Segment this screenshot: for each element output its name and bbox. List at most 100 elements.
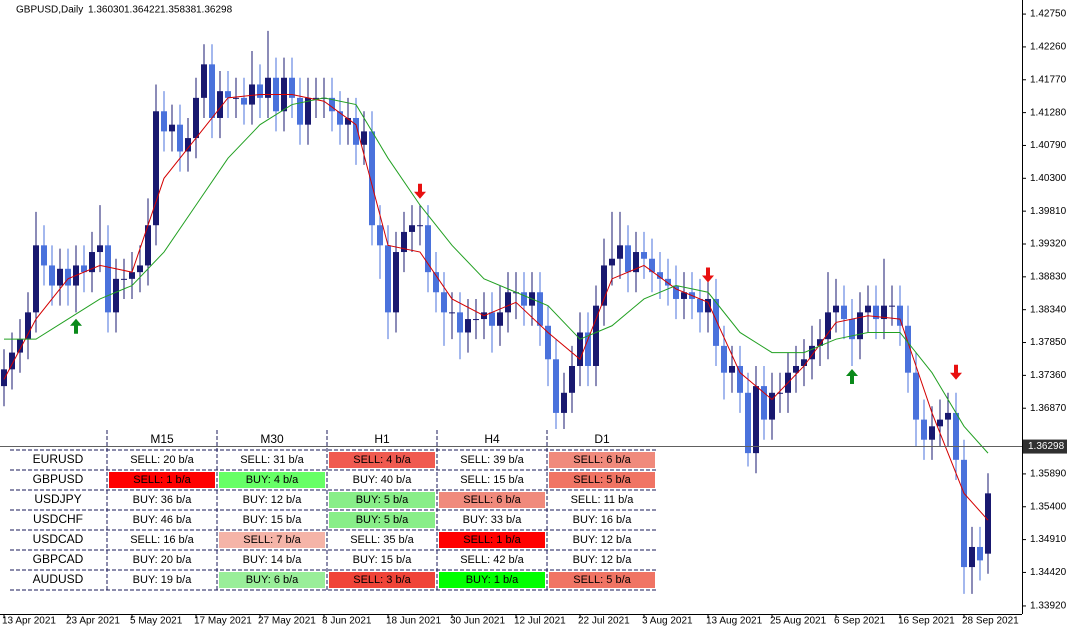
signal-text: SELL: 4 b/a <box>353 454 411 466</box>
candle-body <box>897 305 903 326</box>
candle-body <box>345 117 351 125</box>
candle-body <box>297 97 303 125</box>
signal-cell <box>109 492 215 508</box>
candle-body <box>49 265 55 286</box>
x-tick-label: 23 Apr 2021 <box>66 616 120 627</box>
candle-body <box>425 225 431 273</box>
y-tick-label: 1.35400 <box>1030 501 1067 512</box>
candle-body <box>977 546 983 561</box>
candle-body <box>729 365 735 373</box>
signal-table: M15 M30 H1 H4 D1 EURUSD SELL: 20 b/a SELL: 31 b… <box>0 429 660 592</box>
candle-body <box>217 91 223 118</box>
candle-body <box>737 365 743 393</box>
candle-body <box>209 64 215 118</box>
signal-text: BUY: 15 b/a <box>243 514 303 526</box>
candle-body <box>505 292 511 313</box>
candle-body <box>57 268 63 286</box>
candle-body <box>721 345 727 373</box>
signal-text: SELL: 39 b/a <box>460 454 524 466</box>
signal-cell <box>329 512 435 528</box>
row-symbol: GBPCAD <box>33 552 84 566</box>
candle-body <box>985 493 991 554</box>
candle-body <box>97 245 103 253</box>
candle-body <box>113 278 119 313</box>
signal-cell <box>549 512 655 528</box>
y-tick-label: 1.42750 <box>1030 9 1067 20</box>
ohlc-open: 1.36030 <box>88 5 125 16</box>
candle-body <box>657 272 663 279</box>
signal-text: BUY: 1 b/a <box>466 574 519 586</box>
candle-body <box>9 352 15 370</box>
candle-body <box>377 225 383 246</box>
y-tick-label: 1.40300 <box>1030 173 1067 184</box>
signal-text: SELL: 11 b/a <box>571 494 635 506</box>
candle-body <box>417 225 423 227</box>
candle-body <box>745 392 751 454</box>
candle-body <box>233 97 239 99</box>
symbol-label: GBPUSD,Daily <box>16 5 83 16</box>
x-tick-label: 13 Apr 2021 <box>2 616 56 627</box>
signal-text: BUY: 36 b/a <box>133 494 193 506</box>
candle-body <box>449 312 455 314</box>
candle-body <box>385 245 391 313</box>
candle-body <box>809 345 815 360</box>
y-tick-label: 1.40790 <box>1030 140 1067 151</box>
candle-body <box>401 231 407 253</box>
signal-arrow <box>950 364 962 380</box>
signal-cell <box>329 532 435 548</box>
candle-body <box>865 305 871 313</box>
candle-body <box>521 292 527 306</box>
candle-body <box>1 369 7 387</box>
signal-text: BUY: 40 b/a <box>353 474 413 486</box>
signal-cell <box>219 532 325 548</box>
signal-text: BUY: 46 b/a <box>133 514 193 526</box>
candle-body <box>393 252 399 313</box>
candle-body <box>953 412 959 460</box>
candle-body <box>129 272 135 279</box>
candle-body <box>257 84 263 98</box>
x-tick-label: 12 Jul 2021 <box>514 616 566 627</box>
candle-body <box>473 319 479 321</box>
signal-cell <box>439 452 545 468</box>
ohlc-close: 1.36298 <box>196 5 233 16</box>
candle-body <box>497 312 503 326</box>
signal-text: SELL: 6 b/a <box>463 494 521 506</box>
y-tick-label: 1.42260 <box>1030 42 1067 53</box>
candle-body <box>601 265 607 306</box>
candle-body <box>881 305 887 320</box>
x-tick-label: 13 Aug 2021 <box>706 616 763 627</box>
x-tick-label: 17 May 2021 <box>194 616 252 627</box>
column-header: H1 <box>374 432 390 446</box>
candle-body <box>697 298 703 313</box>
candle-body <box>561 392 567 413</box>
signal-text: BUY: 15 b/a <box>353 554 413 566</box>
signal-cell <box>219 552 325 568</box>
candle-body <box>433 272 439 293</box>
signal-cell <box>439 492 545 508</box>
signal-cell <box>329 552 435 568</box>
candle-body <box>873 305 879 320</box>
candle-body <box>489 312 495 326</box>
signal-text: SELL: 31 b/a <box>240 454 304 466</box>
candle-body <box>145 225 151 266</box>
signal-cell <box>549 452 655 468</box>
signal-text: BUY: 14 b/a <box>243 554 303 566</box>
row-symbol: USDJPY <box>34 492 81 506</box>
signal-cell <box>439 572 545 588</box>
signal-text: SELL: 35 b/a <box>350 534 414 546</box>
signal-cell <box>549 572 655 588</box>
candle-body <box>185 138 191 152</box>
signal-cell <box>549 532 655 548</box>
ohlc-high: 1.36422 <box>124 5 161 16</box>
candle-body <box>457 312 463 333</box>
y-tick-label: 1.39810 <box>1030 206 1067 217</box>
candle-body <box>305 97 311 125</box>
x-tick-label: 22 Jul 2021 <box>578 616 630 627</box>
x-tick-label: 25 Aug 2021 <box>770 616 827 627</box>
candle-body <box>169 124 175 132</box>
x-tick-label: 8 Jun 2021 <box>322 616 372 627</box>
signal-text: SELL: 7 b/a <box>243 534 301 546</box>
candle-body <box>753 386 759 454</box>
row-symbol: USDCHF <box>33 512 83 526</box>
